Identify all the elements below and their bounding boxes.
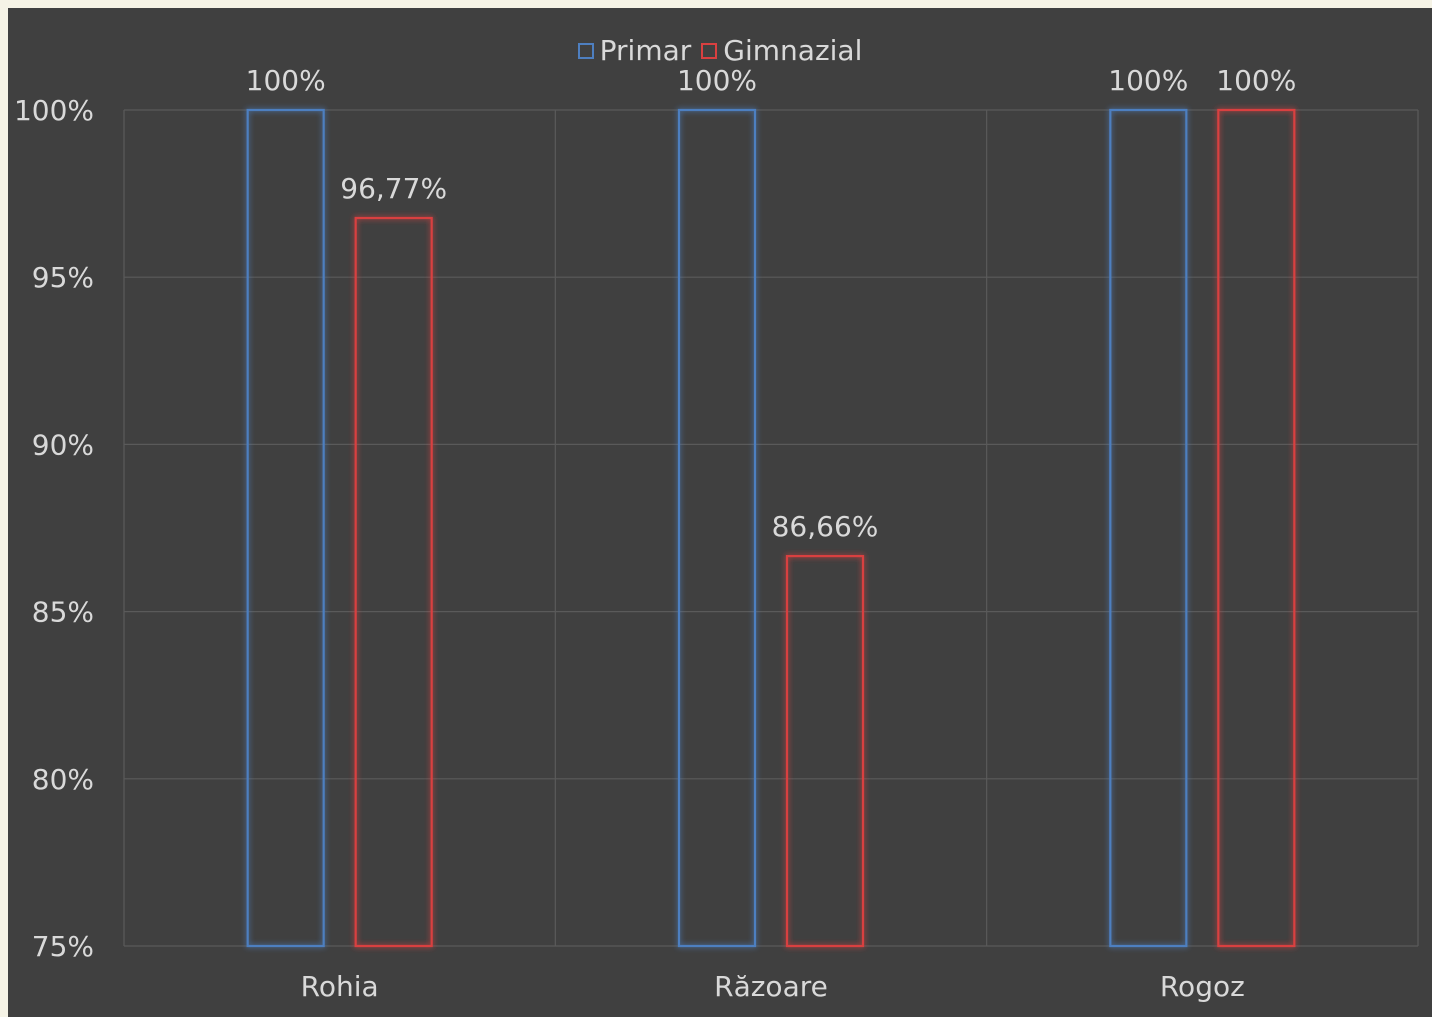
data-label: 86,66% xyxy=(772,510,879,543)
chart-area: 75% 80% 85% 90% 95% 100% 100% 96,77% Rohia 100% 86… xyxy=(8,8,1432,1017)
legend-label-gimnazial: Gimnazial xyxy=(723,34,863,67)
bar-primar-0 xyxy=(246,108,325,948)
legend-label-primar: Primar xyxy=(599,34,692,67)
data-label: 100% xyxy=(1216,64,1296,97)
y-tick-label: 90% xyxy=(32,428,94,461)
y-tick-label: 85% xyxy=(32,596,94,629)
y-tick-label: 75% xyxy=(32,930,94,963)
legend-item-primar: Primar xyxy=(577,34,692,67)
data-label: 100% xyxy=(246,64,326,97)
bar-gimnazial-0 xyxy=(354,216,433,948)
bar-gimnazial-1 xyxy=(785,554,865,948)
data-label: 100% xyxy=(677,64,757,97)
x-category-label: Răzoare xyxy=(714,970,828,1003)
bar-chart: 75% 80% 85% 90% 95% 100% 100% 96,77% Rohia 100% 86… xyxy=(14,64,1419,1003)
data-label: 96,77% xyxy=(340,172,447,205)
bar-gimnazial-2 xyxy=(1217,108,1296,948)
bar-primar-2 xyxy=(1109,108,1188,948)
legend-swatch-primar xyxy=(577,42,594,59)
chart-legend: Primar Gimnazial xyxy=(0,34,1432,67)
data-label: 100% xyxy=(1108,64,1188,97)
legend-swatch-gimnazial xyxy=(701,42,718,59)
bar-primar-1 xyxy=(677,108,757,948)
y-tick-label: 80% xyxy=(32,763,94,796)
x-category-label: Rogoz xyxy=(1160,970,1245,1003)
x-category-label: Rohia xyxy=(301,970,379,1003)
y-tick-label: 100% xyxy=(14,94,94,127)
legend-item-gimnazial: Gimnazial xyxy=(701,34,862,67)
y-tick-label: 95% xyxy=(32,261,94,294)
